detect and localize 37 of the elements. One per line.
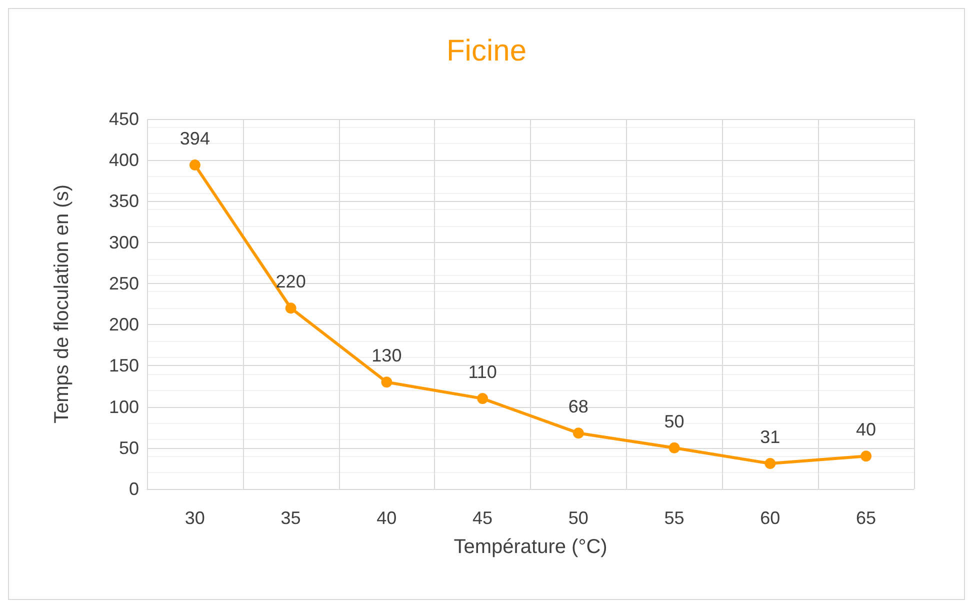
y-tick-label: 350 [108, 191, 139, 212]
data-label: 68 [568, 396, 588, 417]
x-axis-title: Température (°C) [454, 536, 608, 558]
data-label: 40 [856, 420, 876, 440]
point [764, 458, 776, 470]
y-tick-label: 150 [108, 356, 139, 376]
y-tick-label: 400 [108, 150, 139, 170]
point [572, 428, 584, 439]
x-tick-label: 35 [280, 508, 301, 528]
point [381, 376, 392, 388]
data-label: 31 [760, 427, 780, 448]
y-tick-label: 250 [108, 273, 139, 294]
y-tick-label: 0 [128, 479, 139, 499]
x-tick-label: 50 [568, 508, 588, 528]
data-label: 394 [180, 128, 210, 149]
y-tick-label: 50 [118, 438, 139, 458]
data-label: 130 [372, 346, 402, 366]
data-label: 110 [468, 362, 497, 382]
point [860, 450, 872, 462]
point [189, 160, 200, 171]
x-tick-label: 60 [760, 508, 780, 528]
x-tick-label: 40 [376, 508, 397, 528]
y-tick-label: 100 [108, 396, 139, 417]
chart-title: Ficine [446, 34, 527, 68]
point [285, 302, 296, 314]
y-tick-label: 450 [108, 109, 139, 129]
data-label: 50 [664, 411, 684, 432]
data-label: 220 [276, 272, 306, 292]
y-tick-label: 200 [108, 314, 139, 335]
y-axis-title: Temps de floculation en (s) [51, 184, 73, 424]
x-tick-label: 65 [856, 508, 876, 528]
x-tick-label: 45 [472, 508, 493, 528]
x-tick-label: 55 [664, 508, 684, 528]
point [668, 442, 680, 454]
x-tick-label: 30 [184, 508, 205, 528]
point [477, 393, 488, 404]
y-tick-label: 300 [108, 232, 139, 252]
